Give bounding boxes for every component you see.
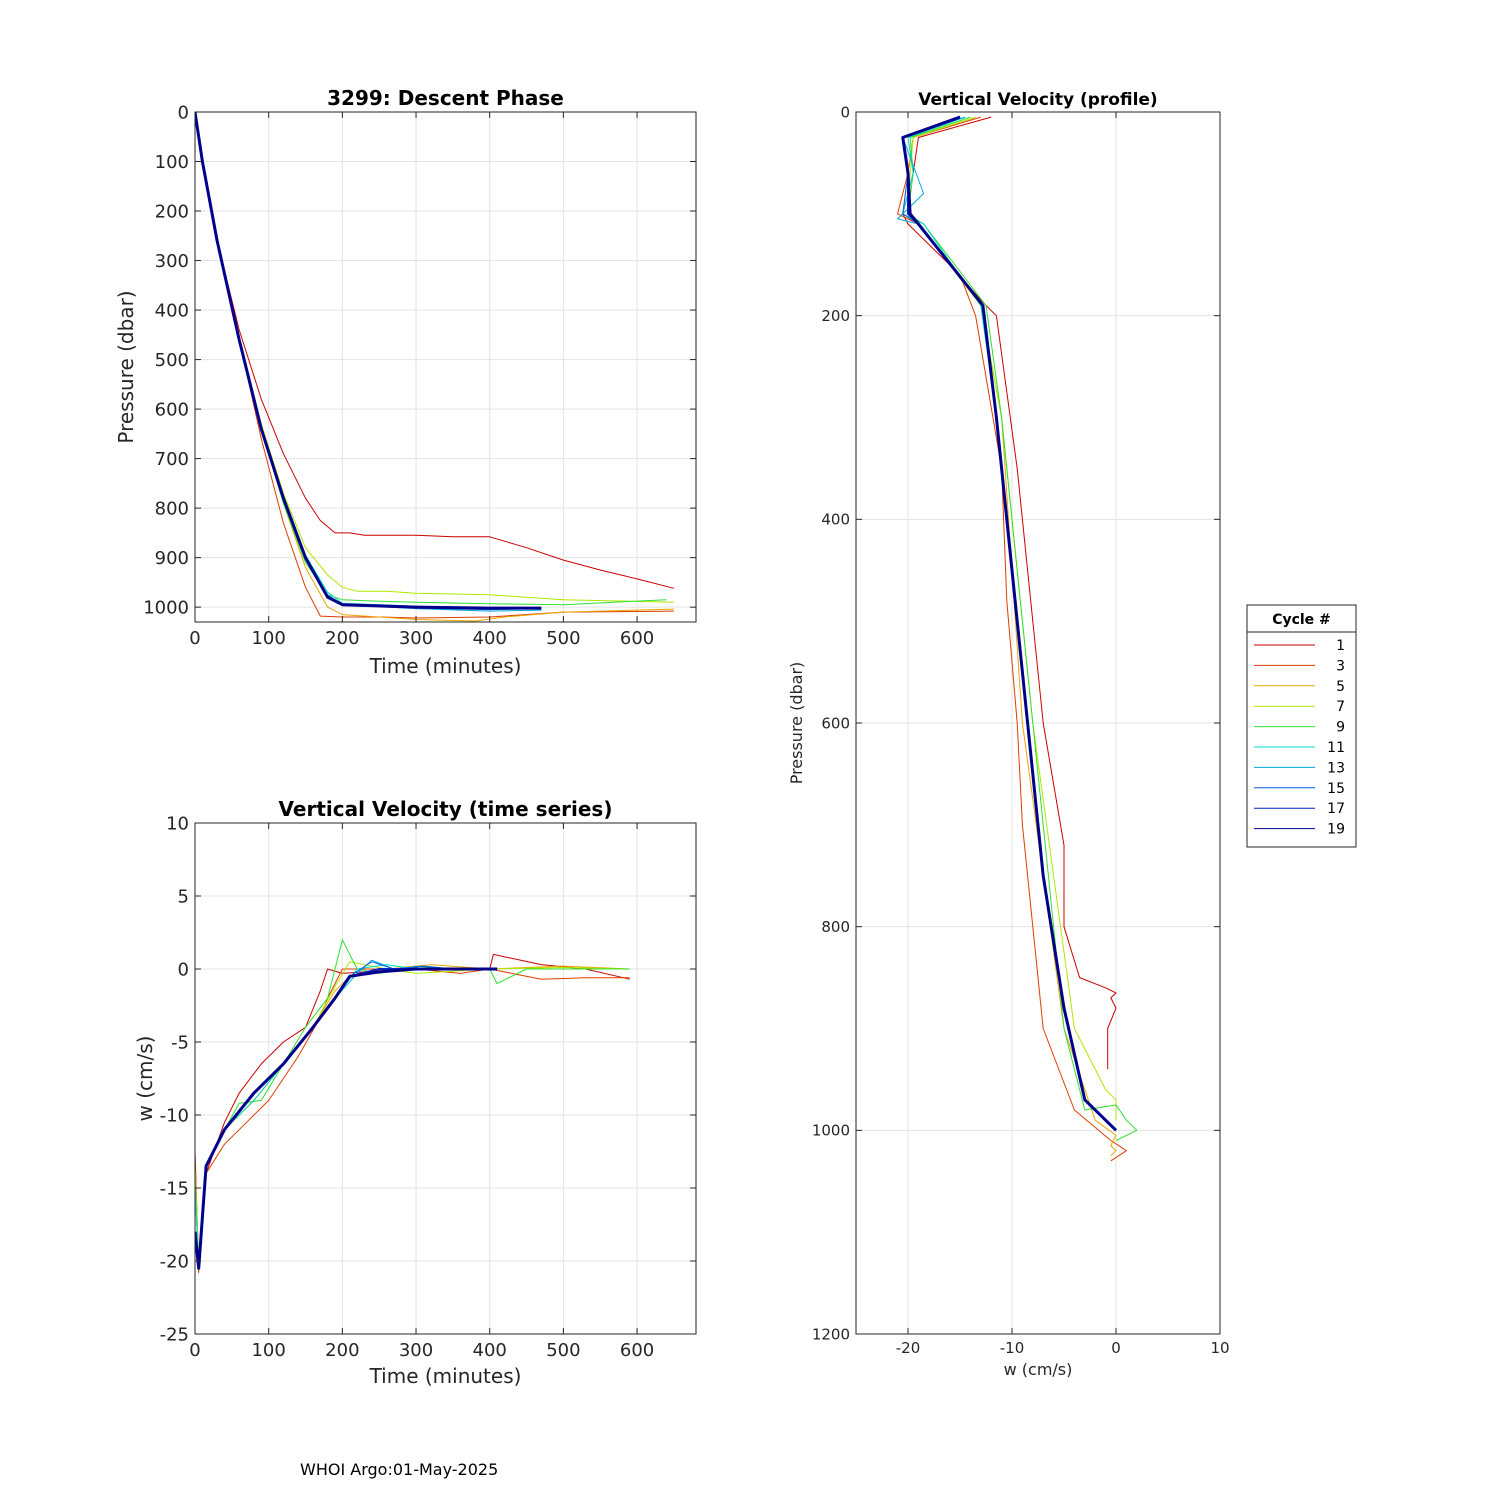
legend-title: Cycle #	[1272, 612, 1331, 628]
y-tick-label: 1000	[143, 597, 189, 618]
y-tick-label: 300	[155, 251, 189, 272]
y-tick-label: -20	[160, 1251, 189, 1272]
x-tick-label: 200	[325, 628, 359, 649]
y-tick-label: 400	[821, 511, 850, 529]
series-line-1	[195, 112, 675, 589]
legend-label-9: 9	[1336, 720, 1345, 736]
y-axis-label: Pressure (dbar)	[787, 662, 806, 785]
y-tick-label: -15	[160, 1178, 189, 1199]
x-tick-label: 0	[189, 1340, 200, 1361]
y-tick-label: 5	[178, 886, 189, 907]
legend-label-3: 3	[1336, 658, 1345, 674]
x-axis-label: Time (minutes)	[369, 654, 522, 678]
series-group	[897, 115, 1138, 1162]
y-tick-label: 0	[178, 102, 189, 123]
y-tick-label: 600	[155, 399, 189, 420]
x-tick-label: 300	[399, 628, 433, 649]
axes-frame	[194, 111, 697, 623]
x-tick-label: 100	[251, 628, 285, 649]
y-axis-label: Pressure (dbar)	[114, 290, 138, 443]
footer-credit: WHOI Argo:01-May-2025	[300, 1460, 499, 1479]
series-line-1	[902, 116, 1117, 1070]
y-tick-label: -25	[160, 1324, 189, 1345]
y-tick-label: 0	[840, 103, 850, 121]
legend-label-13: 13	[1327, 760, 1345, 776]
y-tick-label: 100	[155, 152, 189, 173]
x-tick-label: 300	[399, 1340, 433, 1361]
y-tick-label: -5	[171, 1032, 189, 1053]
x-tick-label: -20	[896, 1339, 921, 1357]
y-tick-label: 400	[155, 300, 189, 321]
y-tick-label: 1200	[812, 1325, 850, 1343]
y-tick-label: 1000	[812, 1122, 850, 1140]
y-tick-label: 800	[821, 918, 850, 936]
descent-phase-chart: 0 100 200 300 400 500 600 0 100 200 300 400 500 600 70…	[114, 86, 697, 678]
series-line-19	[195, 112, 542, 610]
x-tick-label: 0	[189, 628, 200, 649]
chart-title: 3299: Descent Phase	[327, 86, 564, 110]
legend-label-11: 11	[1327, 740, 1345, 756]
series-line-19	[901, 115, 1118, 1132]
x-tick-label: 400	[473, 1340, 507, 1361]
y-tick-label: 700	[155, 449, 189, 470]
x-tick-label: -10	[1000, 1339, 1025, 1357]
series-group	[195, 112, 675, 622]
y-tick-label: 200	[155, 201, 189, 222]
y-tick-label: 900	[155, 548, 189, 569]
legend-label-15: 15	[1327, 781, 1345, 797]
x-tick-label: 0	[1111, 1339, 1121, 1357]
legend-label-5: 5	[1336, 679, 1345, 695]
y-tick-label: -10	[160, 1105, 189, 1126]
series-line-19	[195, 967, 498, 1270]
x-tick-label: 200	[325, 1340, 359, 1361]
y-tick-label: 0	[178, 959, 189, 980]
y-tick-label: 600	[821, 714, 850, 732]
x-tick-label: 500	[546, 1340, 580, 1361]
y-tick-label: 10	[166, 813, 189, 834]
legend-label-1: 1	[1336, 638, 1345, 654]
y-axis-label: w (cm/s)	[133, 1036, 157, 1122]
x-axis-label: w (cm/s)	[1004, 1360, 1073, 1379]
x-axis-label: Time (minutes)	[369, 1364, 522, 1388]
y-tick-label: 200	[821, 307, 850, 325]
series-line-3	[897, 116, 1127, 1162]
chart-title: Vertical Velocity (profile)	[918, 90, 1157, 110]
legend-label-19: 19	[1327, 822, 1345, 838]
series-group	[195, 939, 630, 1274]
x-tick-label: 600	[620, 628, 654, 649]
x-tick-label: 400	[473, 628, 507, 649]
legend-label-7: 7	[1336, 699, 1345, 715]
chart-title: Vertical Velocity (time series)	[279, 797, 613, 821]
y-tick-label: 500	[155, 350, 189, 371]
series-line-9	[907, 116, 1138, 1141]
x-tick-label: 600	[620, 1340, 654, 1361]
velocity-time-series-chart: 0 100 200 300 400 500 600 10 5 0 -5 -10 -15 -20 -25 Ver…	[133, 797, 697, 1388]
x-tick-label: 500	[546, 628, 580, 649]
y-tick-label: 800	[155, 498, 189, 519]
legend-label-17: 17	[1327, 801, 1345, 817]
x-tick-label: 10	[1210, 1339, 1229, 1357]
series-line-1	[195, 953, 630, 1269]
plot-area	[195, 112, 696, 622]
plot-area	[195, 823, 696, 1334]
axes-frame	[194, 822, 697, 1335]
x-tick-label: 100	[251, 1340, 285, 1361]
